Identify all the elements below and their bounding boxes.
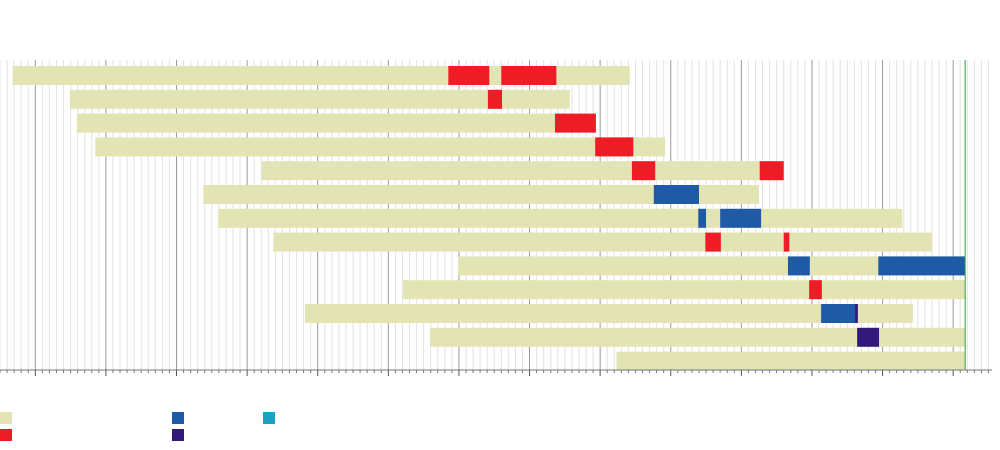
task-segment xyxy=(554,113,596,133)
task-segment xyxy=(821,304,856,323)
task-bar xyxy=(261,161,784,181)
task-bar xyxy=(69,89,570,109)
legend-swatch xyxy=(0,412,12,424)
task-segment xyxy=(809,280,822,300)
task-bar xyxy=(305,304,913,323)
task-segment xyxy=(448,66,490,85)
task-bar xyxy=(95,137,666,157)
task-segment xyxy=(595,137,634,157)
task-segment xyxy=(855,304,858,323)
task-segment xyxy=(653,185,699,204)
legend-swatch xyxy=(263,412,275,424)
task-bar xyxy=(218,208,903,228)
legend-swatch xyxy=(172,412,184,424)
task-bar xyxy=(76,113,596,133)
task-segment xyxy=(487,89,503,109)
task-bar xyxy=(273,232,932,252)
task-segment xyxy=(783,232,790,252)
task-segment xyxy=(878,256,966,276)
task-segment xyxy=(705,232,721,252)
task-segment xyxy=(759,161,784,181)
task-segment xyxy=(787,256,810,276)
task-segment xyxy=(501,66,557,85)
legend-swatch xyxy=(0,429,12,441)
task-bar xyxy=(616,351,966,371)
task-segment xyxy=(698,208,707,228)
task-bar xyxy=(403,280,966,300)
task-bar xyxy=(203,185,760,204)
task-segment xyxy=(631,161,656,181)
task-bar xyxy=(458,256,966,276)
legend-swatch xyxy=(172,429,184,441)
task-segment xyxy=(720,208,762,228)
task-segment xyxy=(857,327,880,347)
task-bar xyxy=(429,327,966,347)
